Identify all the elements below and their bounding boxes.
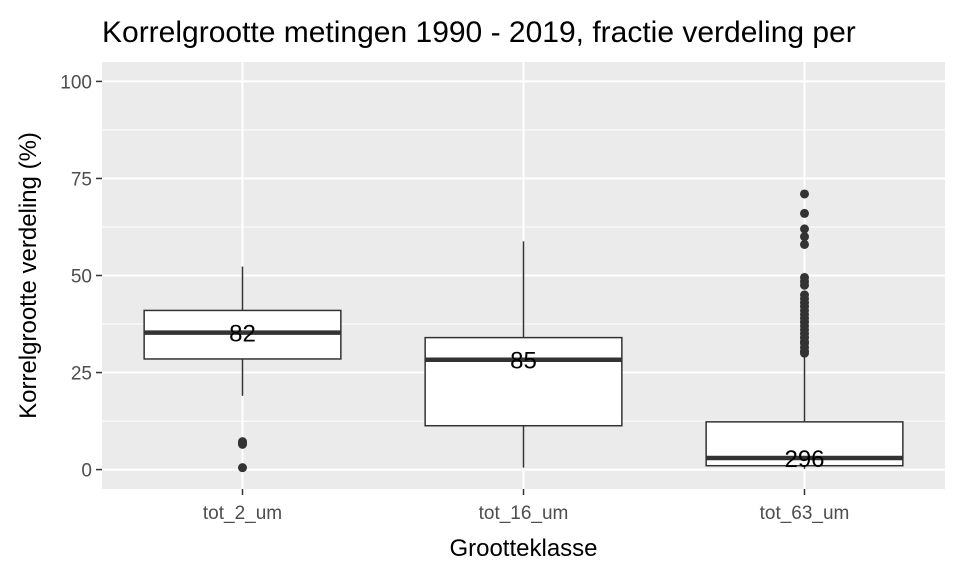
outlier-point [800,280,809,290]
count-label: 85 [510,348,537,375]
boxes: 82 85 296 [143,189,904,473]
y-axis-title: Korrelgrootte verdeling (%) [15,132,42,419]
outlier-point [800,239,809,249]
box-iqr [424,336,623,427]
box-tot_63_um: 296 [705,189,904,473]
chart-title: Korrelgrootte metingen 1990 - 2019, frac… [102,16,856,49]
outlier-point [800,208,809,218]
x-tick-label: tot_16_um [479,503,569,524]
y-tick-label: 100 [60,72,92,93]
y-tick-label: 0 [81,461,92,482]
count-label: 296 [784,446,824,473]
y-tick-label: 25 [71,364,92,385]
outlier-point [800,224,809,234]
x-axis-title: Grootteklasse [449,535,597,562]
outlier-point [800,232,809,242]
y-axis: 0 25 50 75 100 [60,72,102,482]
x-tick-label: tot_63_um [760,503,850,524]
count-label: 82 [229,321,256,348]
x-tick-label: tot_2_um [203,503,282,524]
box-tot_16_um: 85 [424,241,623,468]
y-tick-label: 75 [71,169,92,190]
box-tot_2_um: 82 [143,266,342,473]
y-tick-label: 50 [71,267,92,288]
outlier-point [800,189,809,199]
outlier-point [800,348,809,358]
outlier-point [238,439,247,449]
x-axis: tot_2_um tot_16_um tot_63_um [203,489,850,524]
outlier-point [238,463,247,473]
